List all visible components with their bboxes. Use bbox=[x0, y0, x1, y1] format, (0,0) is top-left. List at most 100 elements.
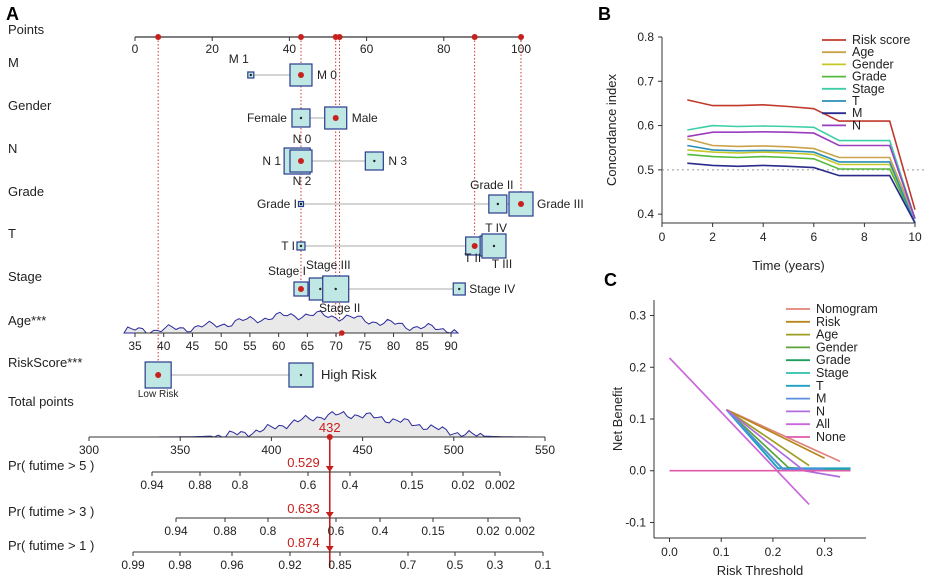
cidx-x-tick-label: 2 bbox=[709, 230, 716, 244]
dca-legend-label-stage: Stage bbox=[816, 366, 849, 380]
points-tick-label-60: 60 bbox=[360, 42, 374, 56]
dca-series-m bbox=[725, 409, 825, 471]
survival-tick-label: 0.85 bbox=[328, 558, 352, 572]
survival-tick-label: 0.92 bbox=[278, 558, 302, 572]
survival-tick-label: 0.98 bbox=[168, 558, 192, 572]
dca-x-tick-label: 0.1 bbox=[713, 545, 730, 559]
age-tick-label-75: 75 bbox=[358, 339, 372, 353]
level-label-stage-iii: Stage III bbox=[306, 258, 351, 272]
cidx-y-tick-label: 0.5 bbox=[637, 163, 654, 177]
cidx-y-tick-label: 0.6 bbox=[637, 119, 654, 133]
survival-tick-label: 0.3 bbox=[487, 558, 504, 572]
dca-x-tick-label: 0.2 bbox=[765, 545, 782, 559]
level-label-t-iv: T IV bbox=[485, 221, 507, 235]
concordance-panel: 0.4 0.5 0.6 0.7 0.8 0 2 4 6 8 10 Time (years) Concor… bbox=[604, 30, 925, 273]
variable-label-n: N bbox=[8, 141, 17, 156]
cidx-legend-label-age: Age bbox=[852, 45, 874, 59]
dca-x-tick-label: 0.3 bbox=[816, 545, 833, 559]
dca-legend-label-risk: Risk bbox=[816, 315, 841, 329]
dca-x-tick-label: 0.0 bbox=[661, 545, 678, 559]
cidx-x-tick-label: 10 bbox=[908, 230, 922, 244]
age-tick-label-85: 85 bbox=[416, 339, 430, 353]
survival-arrow-1 bbox=[325, 466, 334, 472]
survival-tick-label: 0.15 bbox=[421, 524, 445, 538]
level-label-n-1: N 1 bbox=[262, 154, 281, 168]
panel-label-c: C bbox=[604, 270, 617, 290]
low-risk-marker bbox=[155, 372, 162, 378]
dca-legend-label-grade: Grade bbox=[816, 353, 851, 367]
cidx-series-risk-score bbox=[687, 99, 916, 210]
survival-value-2: 0.633 bbox=[287, 501, 320, 516]
cidx-series-m bbox=[687, 162, 916, 224]
dca-y-label: Net Benefit bbox=[610, 386, 625, 451]
survival-tick-label: 0.4 bbox=[372, 524, 389, 538]
cidx-legend-label-m: M bbox=[852, 106, 862, 120]
survival-label-3: Pr( futime > 1 ) bbox=[8, 538, 94, 553]
points-tick-label-20: 20 bbox=[206, 42, 220, 56]
level-label-grade-i: Grade I bbox=[257, 197, 297, 211]
level-label-m-0: M 0 bbox=[317, 68, 337, 82]
variable-label-stage: Stage bbox=[8, 269, 42, 284]
survival-tick-label: 0.88 bbox=[213, 524, 237, 538]
cidx-y-tick-label: 0.7 bbox=[637, 74, 654, 88]
level-label-n-2: N 2 bbox=[293, 174, 312, 188]
age-tick-label-45: 45 bbox=[186, 339, 200, 353]
panel-label-a: A bbox=[6, 4, 19, 24]
survival-tick-label: 0.8 bbox=[232, 478, 249, 492]
survival-tick-label: 0.5 bbox=[447, 558, 464, 572]
survival-tick-label: 0.002 bbox=[485, 478, 515, 492]
level-label-stage-i: Stage I bbox=[268, 264, 306, 278]
level-marker-grade-i bbox=[299, 202, 303, 206]
cidx-legend-label-stage: Stage bbox=[852, 82, 885, 96]
level-label-t-i: T I bbox=[281, 239, 295, 253]
level-label-grade-ii: Grade II bbox=[470, 178, 513, 192]
level-marker-grade-iii bbox=[518, 201, 524, 207]
variable-label-grade: Grade bbox=[8, 184, 44, 199]
points-tick-label-80: 80 bbox=[437, 42, 451, 56]
cidx-x-tick-label: 0 bbox=[659, 230, 666, 244]
dca-legend-label-nomogram: Nomogram bbox=[816, 302, 878, 316]
survival-tick-label: 0.94 bbox=[164, 524, 188, 538]
level-label-n-0: N 0 bbox=[293, 132, 312, 146]
points-tick-label-40: 40 bbox=[283, 42, 297, 56]
age-density bbox=[123, 310, 460, 334]
dca-legend-label-gender: Gender bbox=[816, 340, 858, 354]
level-label-m-1: M 1 bbox=[229, 52, 249, 66]
survival-tick-label: 0.02 bbox=[451, 478, 475, 492]
variable-label-m: M bbox=[8, 55, 19, 70]
survival-tick-label: 0.1 bbox=[535, 558, 552, 572]
level-label-male: Male bbox=[352, 111, 378, 125]
survival-tick-label: 0.6 bbox=[300, 478, 317, 492]
dca-y-tick-label: 0.1 bbox=[629, 412, 646, 426]
survival-tick-label: 0.6 bbox=[328, 524, 345, 538]
level-label-female: Female bbox=[247, 111, 287, 125]
low-risk-box bbox=[144, 361, 172, 389]
level-marker-grade-ii bbox=[496, 202, 500, 206]
cidx-series-stage bbox=[687, 124, 916, 219]
cidx-x-tick-label: 6 bbox=[810, 230, 817, 244]
dca-legend-label-m: M bbox=[816, 392, 826, 406]
cidx-legend-label-grade: Grade bbox=[852, 70, 887, 84]
age-tick-label-70: 70 bbox=[329, 339, 343, 353]
level-marker-male bbox=[332, 115, 339, 121]
survival-value-3: 0.874 bbox=[287, 535, 320, 550]
level-marker-t-iii bbox=[492, 244, 496, 248]
cidx-x-tick-label: 4 bbox=[760, 230, 767, 244]
cidx-series-t bbox=[687, 144, 916, 224]
high-risk-label: High Risk bbox=[321, 367, 377, 382]
dca-legend-label-n: N bbox=[816, 404, 825, 418]
points-axis-label: Points bbox=[8, 22, 45, 37]
level-label-stage-ii: Stage II bbox=[319, 301, 360, 315]
dca-x-label: Risk Threshold bbox=[717, 563, 803, 578]
total-points-density bbox=[89, 411, 545, 438]
dca-y-tick-label: 0.3 bbox=[629, 309, 646, 323]
total-tick-label-450: 450 bbox=[353, 443, 373, 457]
cidx-series-n bbox=[687, 130, 916, 219]
dca-y-tick-label: 0.0 bbox=[629, 464, 646, 478]
dca-legend-label-age: Age bbox=[816, 328, 838, 342]
cidx-legend-label-n: N bbox=[852, 118, 861, 132]
survival-tick-label: 0.96 bbox=[220, 558, 244, 572]
cidx-legend-label-t: T bbox=[852, 94, 860, 108]
survival-tick-label: 0.88 bbox=[188, 478, 212, 492]
